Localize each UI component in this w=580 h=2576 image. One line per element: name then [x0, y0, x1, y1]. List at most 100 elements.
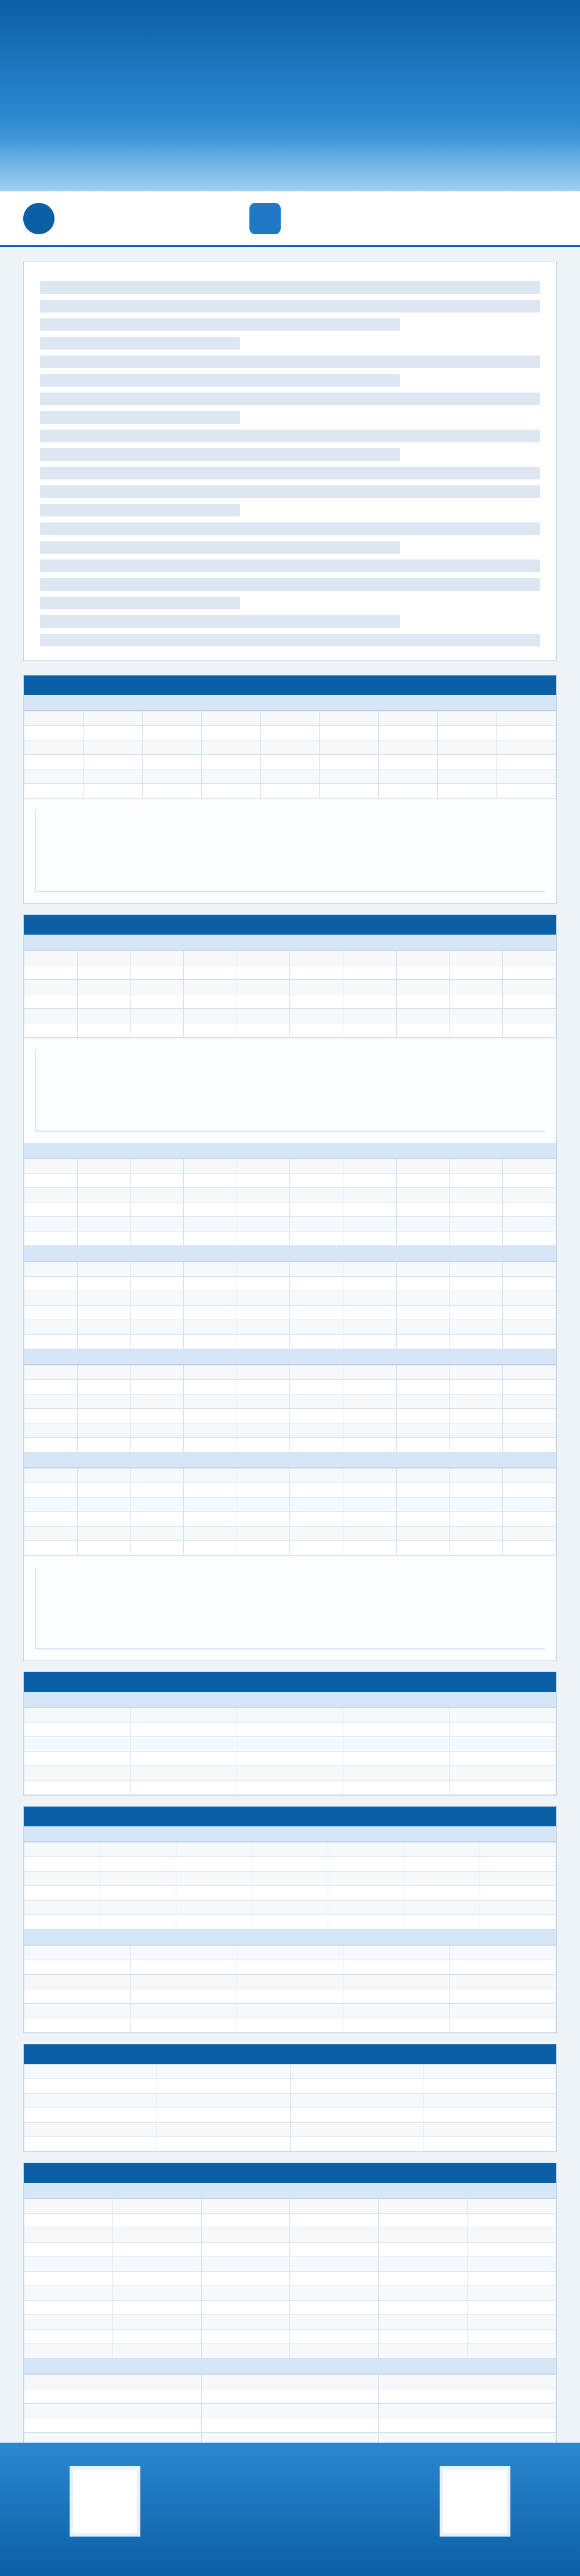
- table-row: [23, 1765, 557, 1781]
- table-row: [24, 1334, 556, 1349]
- banner-title: [35, 41, 325, 104]
- table-row: [24, 1497, 556, 1512]
- table-row: [24, 1526, 556, 1541]
- table-row: [24, 979, 556, 994]
- table-row: [24, 2242, 556, 2257]
- table-row: [24, 2389, 556, 2404]
- section-price-index: [23, 675, 557, 904]
- table-row: [24, 1305, 556, 1320]
- data-table: [23, 1707, 557, 1795]
- data-table: [24, 711, 556, 798]
- text-line: [40, 355, 540, 368]
- data-table: [24, 1468, 556, 1556]
- text-line: [40, 467, 540, 479]
- table-heading-bar: [24, 1349, 556, 1365]
- table-row: [24, 711, 556, 726]
- table-row: [24, 1914, 556, 1930]
- qr-code-left: [70, 2466, 140, 2537]
- table-row: [24, 2315, 556, 2330]
- table-row: [24, 1262, 556, 1277]
- text-line: [40, 411, 240, 424]
- table-row: [24, 1437, 556, 1452]
- section-freight: [23, 1806, 557, 2033]
- table-row: [24, 1365, 556, 1380]
- table-row: [24, 2403, 556, 2418]
- table-row: [23, 2079, 557, 2094]
- section-heading-bar: [24, 1672, 556, 1692]
- table-heading-bar: [24, 695, 556, 711]
- table-row: [23, 2064, 557, 2079]
- table-heading-bar: [24, 1452, 556, 1468]
- table-row: [24, 1231, 556, 1246]
- publisher-name-placeholder: [64, 212, 215, 226]
- data-table: [24, 1842, 556, 1930]
- table-row: [24, 2286, 556, 2301]
- section-heading-bar: [24, 1807, 556, 1826]
- text-line: [40, 448, 400, 461]
- table-row: [24, 1320, 556, 1335]
- table-row: [24, 2418, 556, 2433]
- table-row: [23, 2137, 557, 2152]
- table-row: [24, 1885, 556, 1901]
- table-row: [24, 1842, 556, 1857]
- text-line: [40, 281, 540, 294]
- table-heading-bar: [24, 2183, 556, 2199]
- table-row: [23, 1722, 557, 1737]
- table-row: [24, 740, 556, 755]
- table-row: [24, 1871, 556, 1886]
- text-line: [40, 374, 400, 387]
- market-summary: [23, 261, 557, 661]
- text-line: [40, 318, 400, 331]
- publisher-strip: [0, 191, 580, 247]
- data-table: [23, 1945, 557, 2033]
- table-row: [24, 1900, 556, 1915]
- table-row: [24, 769, 556, 784]
- table-row: [23, 1751, 557, 1766]
- table-row: [23, 1736, 557, 1752]
- data-table: [23, 2064, 557, 2152]
- table-row: [24, 1468, 556, 1483]
- text-line: [40, 300, 540, 313]
- table-row: [24, 1023, 556, 1038]
- table-heading-bar: [24, 1246, 556, 1262]
- data-table: [24, 2199, 556, 2359]
- section-international-prices: [23, 1672, 557, 1796]
- text-line: [40, 541, 400, 554]
- table-row: [24, 1158, 556, 1173]
- table-row: [24, 950, 556, 965]
- trend-chart-placeholder: [24, 1556, 556, 1661]
- data-table: [24, 1365, 556, 1452]
- table-row: [24, 1408, 556, 1423]
- table-row: [24, 2374, 556, 2389]
- table-row: [24, 1483, 556, 1498]
- publisher-logo: [23, 202, 55, 234]
- text-line: [40, 504, 240, 517]
- table-row: [24, 1394, 556, 1409]
- table-row: [24, 1276, 556, 1291]
- section-heading-bar: [24, 675, 556, 695]
- table-heading-bar: [24, 1930, 556, 1945]
- table-row: [24, 2271, 556, 2286]
- table-row: [23, 2122, 557, 2137]
- table-row: [24, 1202, 556, 1217]
- data-table: [24, 950, 556, 1038]
- table-row: [24, 2329, 556, 2344]
- table-row: [24, 725, 556, 740]
- text-line: [40, 393, 540, 405]
- table-heading-bar: [24, 1692, 556, 1707]
- table-row: [24, 2344, 556, 2359]
- table-row: [23, 1960, 557, 1975]
- table-row: [23, 2003, 557, 2018]
- table-row: [24, 1856, 556, 1872]
- data-table: [24, 1158, 556, 1246]
- text-line: [40, 578, 540, 591]
- table-row: [23, 1707, 557, 1723]
- table-row: [24, 2199, 556, 2214]
- table-row: [24, 1173, 556, 1188]
- partner-logo: [249, 202, 281, 234]
- table-row: [24, 1187, 556, 1202]
- table-row: [24, 994, 556, 1009]
- table-row: [24, 965, 556, 980]
- text-line: [40, 430, 540, 442]
